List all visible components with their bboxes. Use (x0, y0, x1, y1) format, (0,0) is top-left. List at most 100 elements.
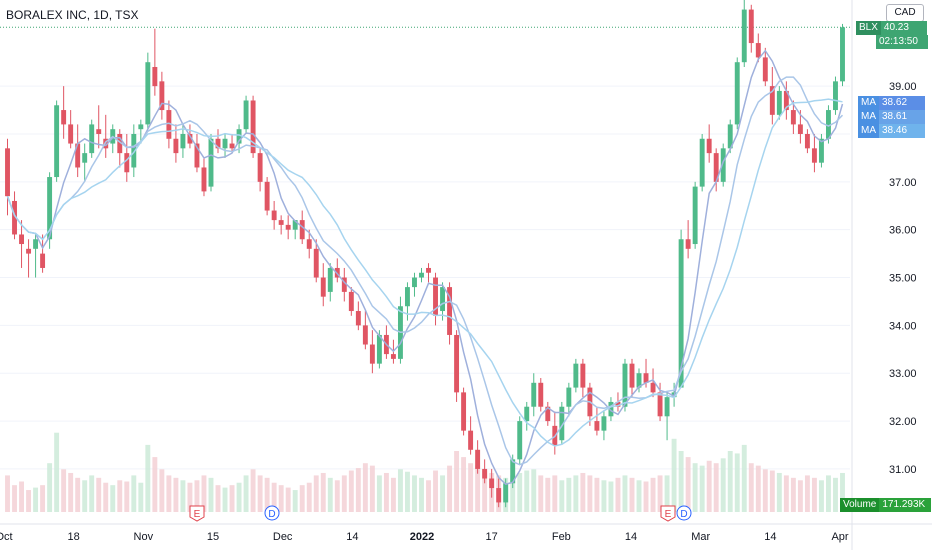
candle-body (229, 143, 235, 149)
volume-bar (369, 465, 375, 512)
volume-bar (510, 475, 516, 512)
candle-body (194, 143, 200, 168)
volume-bar (278, 485, 284, 512)
volume-bar (475, 465, 481, 512)
volume-bar (840, 472, 845, 512)
candle-body (313, 248, 319, 278)
volume-bar (720, 458, 726, 512)
volume-bar (229, 485, 235, 512)
volume-bar (320, 472, 326, 512)
candle-body (61, 110, 67, 125)
volume-bar (699, 465, 705, 512)
candle-body (503, 483, 509, 503)
earnings-shape (189, 505, 205, 522)
volume-bar (5, 475, 10, 512)
volume-bar (33, 487, 39, 512)
candle-body (657, 392, 663, 417)
volume-bar (692, 463, 698, 512)
candle-body (405, 287, 410, 307)
candle-body (531, 382, 537, 407)
volume-bar (608, 481, 614, 512)
volume-bar (376, 475, 382, 512)
volume-bar (390, 477, 396, 512)
volume-bar (664, 475, 670, 512)
x-tick-label: Apr (831, 531, 848, 543)
volume-bar (124, 481, 130, 512)
candle-body (369, 344, 375, 364)
volume-bar (405, 471, 410, 512)
x-tick-label: 14 (625, 531, 637, 543)
candle-body (783, 90, 789, 111)
candle-body (327, 267, 333, 292)
volume-bar (447, 465, 453, 512)
volume-bar (96, 477, 102, 512)
volume-bar (306, 482, 312, 512)
candle-body (840, 27, 845, 82)
candle-body (138, 124, 144, 130)
moving-average-line (6, 76, 844, 466)
volume-bar (734, 453, 740, 512)
volume-bar (348, 470, 354, 512)
last-price-tag: BLX 40.23 (856, 21, 927, 35)
candle-body (699, 138, 705, 187)
volume-bar (341, 475, 347, 512)
candle-body (264, 181, 270, 211)
moving-average-line (6, 98, 843, 447)
candle-body (566, 387, 572, 407)
volume-bar (313, 475, 319, 512)
volume-bar (299, 485, 305, 512)
candle-body (187, 133, 193, 144)
candle-body (236, 129, 242, 144)
candle-body (433, 277, 438, 316)
volume-bar (650, 477, 656, 512)
candle-body (173, 138, 179, 154)
candle-body (68, 124, 74, 144)
volume-tag: Volume 171.293K (840, 498, 932, 512)
volume-bar (594, 477, 600, 512)
earnings-shape (660, 505, 676, 522)
volume-bar (222, 487, 228, 512)
ma-label: MA (858, 110, 879, 124)
candle-body (496, 488, 502, 503)
candle-body (82, 153, 88, 163)
candle-body (741, 9, 747, 63)
volume-bar (545, 477, 551, 512)
candle-body (833, 81, 838, 111)
candle-body (152, 66, 158, 87)
candle-body (629, 363, 635, 388)
candle-body (524, 406, 530, 422)
candle-body (376, 334, 382, 364)
x-tick-label: Feb (552, 531, 571, 543)
candle-body (131, 133, 137, 168)
x-tick-label: Oct (0, 531, 13, 543)
volume-bar (26, 490, 32, 512)
volume-bar (236, 482, 242, 512)
volume-bar (748, 463, 754, 512)
volume-bar (706, 460, 712, 512)
currency-button[interactable]: CAD (886, 4, 924, 22)
candle-body (426, 267, 431, 273)
candle-body (636, 373, 642, 388)
y-tick-label: 33.00 (889, 368, 917, 380)
volume-bar (622, 475, 628, 512)
x-tick-label: 14 (764, 531, 776, 543)
y-tick-label: 39.00 (889, 81, 917, 93)
volume-bar (166, 475, 172, 512)
candle-body (390, 354, 396, 359)
event-label: D (268, 509, 275, 520)
volume-bar (559, 480, 565, 512)
y-tick-label: 36.00 (889, 225, 917, 237)
volume-bar (552, 475, 558, 512)
volume-bar (383, 472, 389, 512)
volume-bar (524, 470, 530, 512)
volume-bar (243, 475, 249, 512)
volume-bar (482, 470, 488, 512)
volume-bar (208, 477, 214, 512)
volume-bar (75, 477, 81, 512)
volume-bar (250, 469, 256, 512)
volume-bar (713, 463, 719, 512)
candle-body (40, 253, 46, 268)
candle-body (124, 153, 130, 173)
